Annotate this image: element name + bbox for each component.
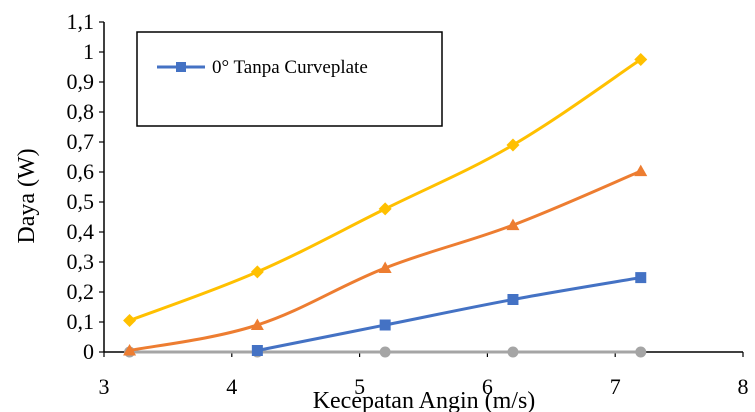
legend: 0° Tanpa Curveplate: [136, 31, 443, 127]
y-tick-label: 1: [83, 39, 94, 64]
series-1-point: [635, 272, 647, 284]
x-tick-label: 4: [226, 374, 237, 399]
y-tick-label: 0,7: [67, 129, 95, 154]
y-tick-label: 0,6: [67, 159, 95, 184]
y-tick-label: 0,4: [67, 219, 95, 244]
y-tick-label: 1,1: [67, 9, 95, 34]
series-4-point: [250, 265, 264, 279]
series-3-point: [507, 346, 519, 358]
series-2-point: [378, 261, 392, 273]
x-tick-label: 5: [354, 374, 365, 399]
x-tick-label: 8: [738, 374, 749, 399]
y-tick-label: 0,8: [67, 99, 95, 124]
series-2-point: [123, 344, 137, 356]
series-4-point: [378, 202, 392, 216]
x-tick-label: 6: [482, 374, 493, 399]
x-tick-label: 7: [610, 374, 621, 399]
series-2-point: [634, 164, 648, 177]
series-1-point: [251, 345, 263, 356]
x-axis-title: Kecepatan Angin (m/s): [313, 388, 536, 412]
series-3: [124, 346, 647, 358]
legend-series-1-label: 0° Tanpa Curveplate: [212, 57, 368, 78]
y-tick-label: 0,5: [67, 189, 95, 214]
data-series: [123, 53, 648, 358]
series-4-point: [123, 314, 137, 327]
series-1: [251, 272, 647, 356]
y-tick-label: 0,3: [67, 249, 95, 274]
series-2-point: [250, 318, 264, 330]
y-axis-title: Daya (W): [14, 148, 40, 243]
series-1-line: [255, 276, 643, 352]
y-tick-label: 0,1: [67, 309, 95, 334]
series-2-point: [506, 218, 520, 231]
series-4-point: [506, 138, 520, 152]
y-tick-label: 0,9: [67, 69, 95, 94]
series-3-point: [635, 346, 647, 358]
tick-labels: 0 0,1 0,2 0,3 0,4 0,5 0,6 0,7 0,8 0,9 1 1,1 3 4 5 6 7 8: [67, 9, 749, 399]
series-4: [123, 53, 648, 327]
series-1-point: [507, 294, 519, 305]
legend-series-1-marker: [176, 62, 186, 72]
y-tick-label: 0,2: [67, 279, 95, 304]
x-tick-label: 3: [99, 374, 110, 399]
series-4-point: [634, 53, 648, 66]
y-tick-label: 0: [83, 339, 94, 364]
series-1-point: [379, 319, 391, 331]
legend-box: [136, 31, 443, 127]
series-2: [123, 164, 648, 356]
series-3-point: [379, 346, 391, 358]
